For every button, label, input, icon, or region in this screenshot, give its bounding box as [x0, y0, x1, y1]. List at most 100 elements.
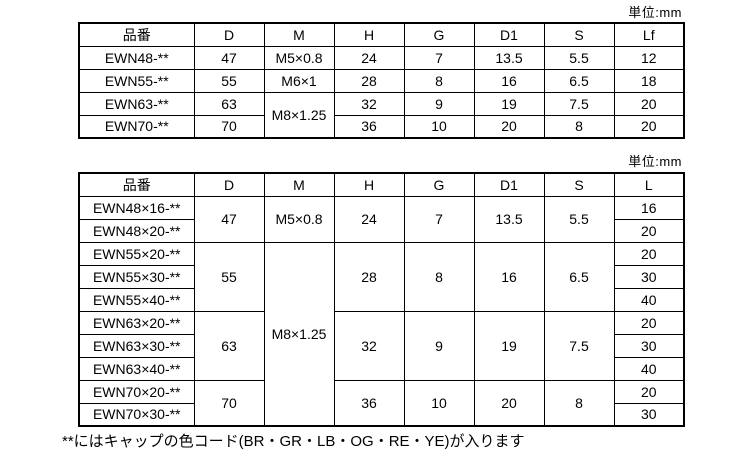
- value-cell: 40: [613, 287, 685, 312]
- part-number-cell: EWN48-**: [78, 45, 195, 70]
- unit-label-top: 単位:mm: [628, 5, 682, 20]
- part-number-cell: EWN48×16-**: [78, 195, 195, 220]
- value-cell: 8: [403, 241, 475, 312]
- part-number-cell: EWN55×40-**: [78, 287, 195, 312]
- table-row: EWN48×16-** 47 M5×0.8 24 7 13.5 5.5 16: [78, 195, 685, 243]
- column-header: S: [543, 22, 615, 47]
- part-number-cell: EWN55×30-**: [78, 264, 195, 289]
- column-header: M: [263, 172, 335, 197]
- value-cell: 24: [333, 195, 405, 243]
- table-row: EWN70-** 70 36 10 20 8 20: [78, 114, 685, 139]
- value-cell: 20: [613, 310, 685, 335]
- value-cell: 16: [473, 68, 545, 93]
- part-number-cell: EWN70×20-**: [78, 379, 195, 404]
- color-code-note: **にはキャップの色コード(BR・GR・LB・OG・RE・YE)が入ります: [62, 433, 525, 450]
- table-row: EWN63-** 63 M8×1.25 32 9 19 7.5 20: [78, 91, 685, 139]
- value-cell: 20: [613, 91, 685, 116]
- column-header: H: [333, 172, 405, 197]
- value-cell: 16: [613, 195, 685, 220]
- table-row: EWN63×20-** 63 32 9 19 7.5 20: [78, 310, 685, 381]
- value-cell: 6.5: [543, 68, 615, 93]
- value-cell: 36: [333, 379, 405, 427]
- value-cell: 20: [473, 379, 545, 427]
- value-cell: 5.5: [543, 195, 615, 243]
- value-cell: 28: [333, 68, 405, 93]
- value-cell: 32: [333, 91, 405, 116]
- part-number-cell: EWN55×20-**: [78, 241, 195, 266]
- value-cell: 10: [403, 114, 475, 139]
- value-cell: 8: [543, 114, 615, 139]
- column-header: M: [263, 22, 335, 47]
- table-row: EWN55×40-** 40: [78, 287, 685, 312]
- value-cell: 36: [333, 114, 405, 139]
- value-cell: 40: [613, 356, 685, 381]
- value-cell: M5×0.8: [263, 45, 335, 70]
- value-cell: 47: [193, 195, 265, 243]
- table-row: EWN48×20-** 20: [78, 218, 685, 243]
- column-header: Lf: [613, 22, 685, 47]
- part-number-cell: EWN63-**: [78, 91, 195, 116]
- value-cell: 19: [473, 91, 545, 116]
- table-row: EWN70×20-** 70 36 10 20 8 20: [78, 379, 685, 427]
- column-header: D1: [473, 22, 545, 47]
- value-cell: 30: [613, 264, 685, 289]
- value-cell: 30: [613, 333, 685, 358]
- value-cell: 20: [613, 218, 685, 243]
- value-cell: 7.5: [543, 310, 615, 381]
- value-cell: 6.5: [543, 241, 615, 312]
- value-cell: 8: [543, 379, 615, 427]
- value-cell: 9: [403, 310, 475, 381]
- value-cell: 9: [403, 91, 475, 116]
- value-cell: 13.5: [473, 45, 545, 70]
- table-row: EWN55-** 55 M6×1 28 8 16 6.5 18: [78, 68, 685, 93]
- column-header: 品番: [78, 172, 195, 197]
- spec-table-flanged: 品番 D M H G D1 S Lf EWN48-** 47 M5×0.8 24…: [78, 22, 685, 139]
- table-row: EWN63×40-** 40: [78, 356, 685, 381]
- value-cell: 55: [193, 241, 265, 312]
- column-header: L: [613, 172, 685, 197]
- column-header: 品番: [78, 22, 195, 47]
- part-number-cell: EWN63×40-**: [78, 356, 195, 381]
- part-number-cell: EWN63×20-**: [78, 310, 195, 335]
- value-cell: 8: [403, 68, 475, 93]
- column-header: D1: [473, 172, 545, 197]
- value-cell: 20: [613, 114, 685, 139]
- column-header: G: [403, 22, 475, 47]
- value-cell: 20: [473, 114, 545, 139]
- value-cell: 32: [333, 310, 405, 381]
- value-cell: 63: [193, 91, 265, 116]
- value-cell: 70: [193, 114, 265, 139]
- value-cell: 7.5: [543, 91, 615, 116]
- value-cell: M8×1.25: [263, 241, 335, 427]
- value-cell: 7: [403, 45, 475, 70]
- column-header: S: [543, 172, 615, 197]
- value-cell: 5.5: [543, 45, 615, 70]
- part-number-cell: EWN70-**: [78, 114, 195, 139]
- value-cell: 16: [473, 241, 545, 312]
- column-header: G: [403, 172, 475, 197]
- value-cell: 20: [613, 379, 685, 404]
- value-cell: M6×1: [263, 68, 335, 93]
- part-number-cell: EWN48×20-**: [78, 218, 195, 243]
- part-number-cell: EWN55-**: [78, 68, 195, 93]
- value-cell: 7: [403, 195, 475, 243]
- table-row: EWN48-** 47 M5×0.8 24 7 13.5 5.5 12: [78, 45, 685, 70]
- table-row: EWN55×20-** 55 M8×1.25 28 8 16 6.5 20: [78, 241, 685, 427]
- value-cell: 63: [193, 310, 265, 381]
- value-cell: 18: [613, 68, 685, 93]
- table-row: EWN70×30-** 30: [78, 402, 685, 427]
- column-header: D: [193, 172, 265, 197]
- part-number-cell: EWN70×30-**: [78, 402, 195, 427]
- value-cell: 30: [613, 402, 685, 427]
- value-cell: 13.5: [473, 195, 545, 243]
- value-cell: M5×0.8: [263, 195, 335, 243]
- value-cell: 55: [193, 68, 265, 93]
- table-header-row: 品番 D M H G D1 S L: [78, 172, 685, 197]
- table-header-row: 品番 D M H G D1 S Lf: [78, 22, 685, 47]
- column-header: H: [333, 22, 405, 47]
- column-header: D: [193, 22, 265, 47]
- unit-label-bottom: 単位:mm: [628, 154, 682, 169]
- value-cell: 10: [403, 379, 475, 427]
- value-cell: M8×1.25: [263, 91, 335, 139]
